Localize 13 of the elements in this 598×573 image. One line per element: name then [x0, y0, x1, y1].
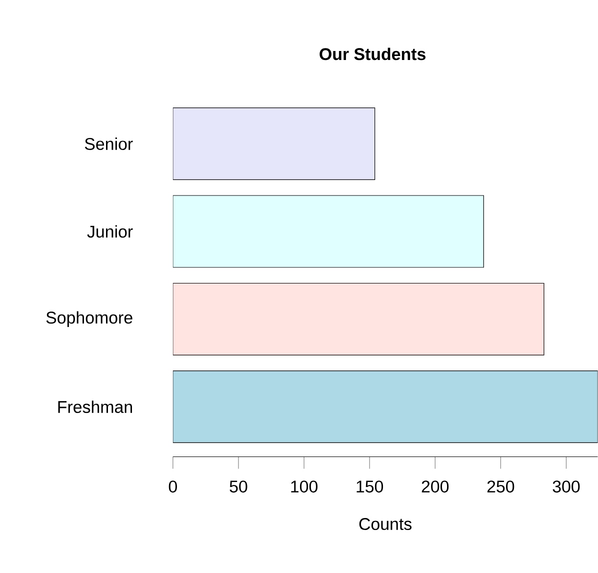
y-tick-label: Freshman — [58, 400, 132, 414]
y-tick-label: Junior — [87, 225, 133, 238]
chart-title: Our Students — [320, 48, 426, 60]
x-tick-label: 300 — [552, 480, 580, 493]
y-tick-label: Sophomore — [46, 311, 132, 328]
x-axis-title: Counts — [359, 518, 412, 530]
x-tick-label: 150 — [356, 480, 384, 493]
x-tick-label: 100 — [291, 480, 318, 493]
y-tick-label: Senior — [84, 138, 133, 150]
x-tick-label: 200 — [422, 480, 449, 493]
x-tick-label: 0 — [168, 480, 177, 493]
x-tick-label: 50 — [230, 480, 248, 493]
x-tick-label: 250 — [487, 480, 514, 493]
